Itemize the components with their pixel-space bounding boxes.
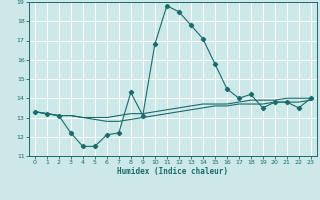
X-axis label: Humidex (Indice chaleur): Humidex (Indice chaleur) [117,167,228,176]
